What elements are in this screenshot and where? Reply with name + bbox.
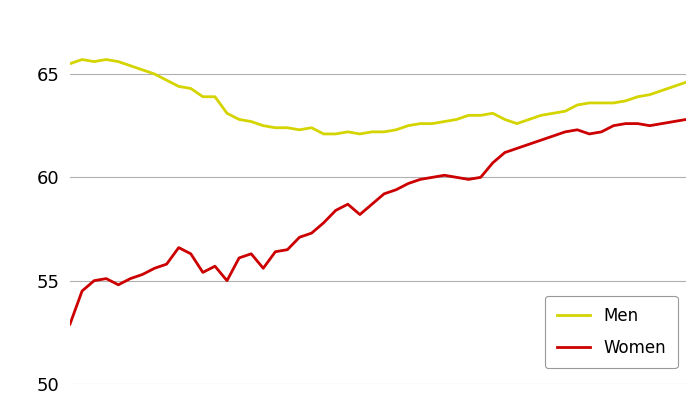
Women bbox=[284, 247, 292, 252]
Men bbox=[489, 111, 497, 116]
Legend: Men, Women: Men, Women bbox=[545, 296, 678, 368]
Men bbox=[380, 130, 389, 134]
Line: Women: Women bbox=[70, 120, 686, 324]
Women bbox=[66, 322, 74, 326]
Women bbox=[464, 177, 473, 182]
Men bbox=[66, 61, 74, 66]
Men bbox=[464, 113, 473, 118]
Men bbox=[416, 121, 424, 126]
Men bbox=[319, 132, 328, 136]
Men bbox=[126, 63, 134, 68]
Men bbox=[295, 128, 304, 132]
Women bbox=[682, 117, 690, 122]
Men bbox=[682, 80, 690, 85]
Line: Men: Men bbox=[70, 60, 686, 134]
Women bbox=[634, 121, 642, 126]
Women bbox=[440, 173, 449, 178]
Women bbox=[114, 282, 122, 287]
Women bbox=[356, 212, 364, 217]
Men bbox=[78, 57, 86, 62]
